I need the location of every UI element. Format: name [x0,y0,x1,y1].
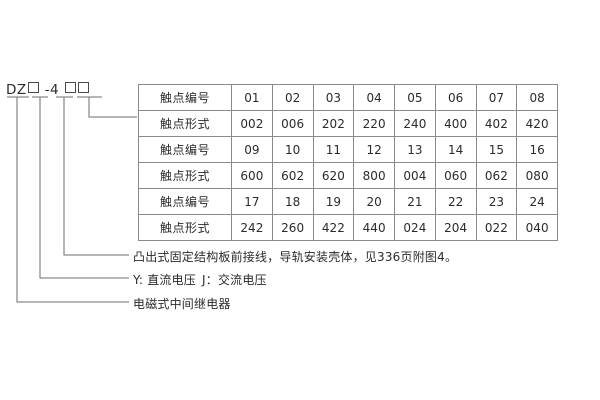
row-label: 触点形式 [138,214,232,241]
row-label: 触点编号 [138,136,232,163]
table-cell: 422 [312,214,355,241]
row-label: 触点编号 [138,84,232,111]
leader-path-structure [63,97,129,256]
annotation-voltage-ac: J：交流电压 [202,273,267,287]
table-cell: 09 [231,136,273,163]
table-cell: 11 [312,136,355,163]
table-cell: 18 [271,188,314,215]
table-cell: 17 [231,188,273,215]
table-row: 触点编号 09 10 11 12 13 14 15 16 [138,136,558,163]
table-cell: 13 [394,136,436,163]
table-cell: 060 [434,162,477,189]
row-label: 触点形式 [138,110,232,137]
leader-path-table [88,97,137,118]
table-cell: 242 [231,214,273,241]
table-cell: 15 [475,136,518,163]
table-cell: 080 [516,162,558,189]
table-cell: 220 [353,110,395,137]
contact-table-body: 触点编号 01 02 03 04 05 06 07 08 触点形式 002 00… [138,84,558,241]
table-cell: 06 [434,84,477,111]
table-row: 触点形式 002 006 202 220 240 400 402 420 [138,110,558,137]
table-cell: 05 [394,84,436,111]
model-code-box-3 [78,82,90,93]
table-cell: 602 [271,162,314,189]
table-cell: 600 [231,162,273,189]
table-cell: 420 [516,110,558,137]
table-cell: 022 [475,214,518,241]
table-cell: 024 [394,214,436,241]
leader-path-voltage [39,97,129,279]
table-cell: 204 [434,214,477,241]
table-cell: 19 [312,188,355,215]
leader-path-relay [16,97,129,303]
model-code-series: -4 [44,82,60,98]
table-cell: 23 [475,188,518,215]
table-cell: 240 [394,110,436,137]
model-code-prefix: DZ [6,82,27,98]
table-cell: 004 [394,162,436,189]
table-cell: 620 [312,162,355,189]
table-cell: 24 [516,188,558,215]
table-cell: 07 [475,84,518,111]
table-cell: 800 [353,162,395,189]
table-cell: 16 [516,136,558,163]
table-row: 触点编号 01 02 03 04 05 06 07 08 [138,84,558,111]
table-cell: 04 [353,84,395,111]
model-code-box-2 [65,82,77,93]
table-cell: 002 [231,110,273,137]
table-cell: 22 [434,188,477,215]
table-cell: 440 [353,214,395,241]
table-cell: 20 [353,188,395,215]
annotation-relay-type: 电磁式中间继电器 [133,297,231,311]
table-cell: 12 [353,136,395,163]
table-cell: 01 [231,84,273,111]
row-label: 触点编号 [138,188,232,215]
table-row: 触点编号 17 18 19 20 21 22 23 24 [138,188,558,215]
table-row: 触点形式 600 602 620 800 004 060 062 080 [138,162,558,189]
contact-table: 触点编号 01 02 03 04 05 06 07 08 触点形式 002 00… [138,84,558,241]
model-code-box-1 [27,82,39,93]
model-code: DZ -4 [6,82,90,98]
table-cell: 14 [434,136,477,163]
table-cell: 02 [271,84,314,111]
annotation-structure: 凸出式固定结构板前接线，导轨安装壳体，见336页附图4。 [133,250,458,264]
table-cell: 402 [475,110,518,137]
table-cell: 006 [271,110,314,137]
table-row: 触点形式 242 260 422 440 024 204 022 040 [138,214,558,241]
table-cell: 040 [516,214,558,241]
table-cell: 10 [271,136,314,163]
annotation-voltage-dc: Y: 直流电压 [133,273,196,287]
table-cell: 400 [434,110,477,137]
row-label: 触点形式 [138,162,232,189]
table-cell: 202 [312,110,355,137]
table-cell: 260 [271,214,314,241]
table-cell: 08 [516,84,558,111]
table-cell: 062 [475,162,518,189]
annotation-voltage: Y: 直流电压 J：交流电压 [133,271,267,288]
table-cell: 21 [394,188,436,215]
table-cell: 03 [312,84,355,111]
